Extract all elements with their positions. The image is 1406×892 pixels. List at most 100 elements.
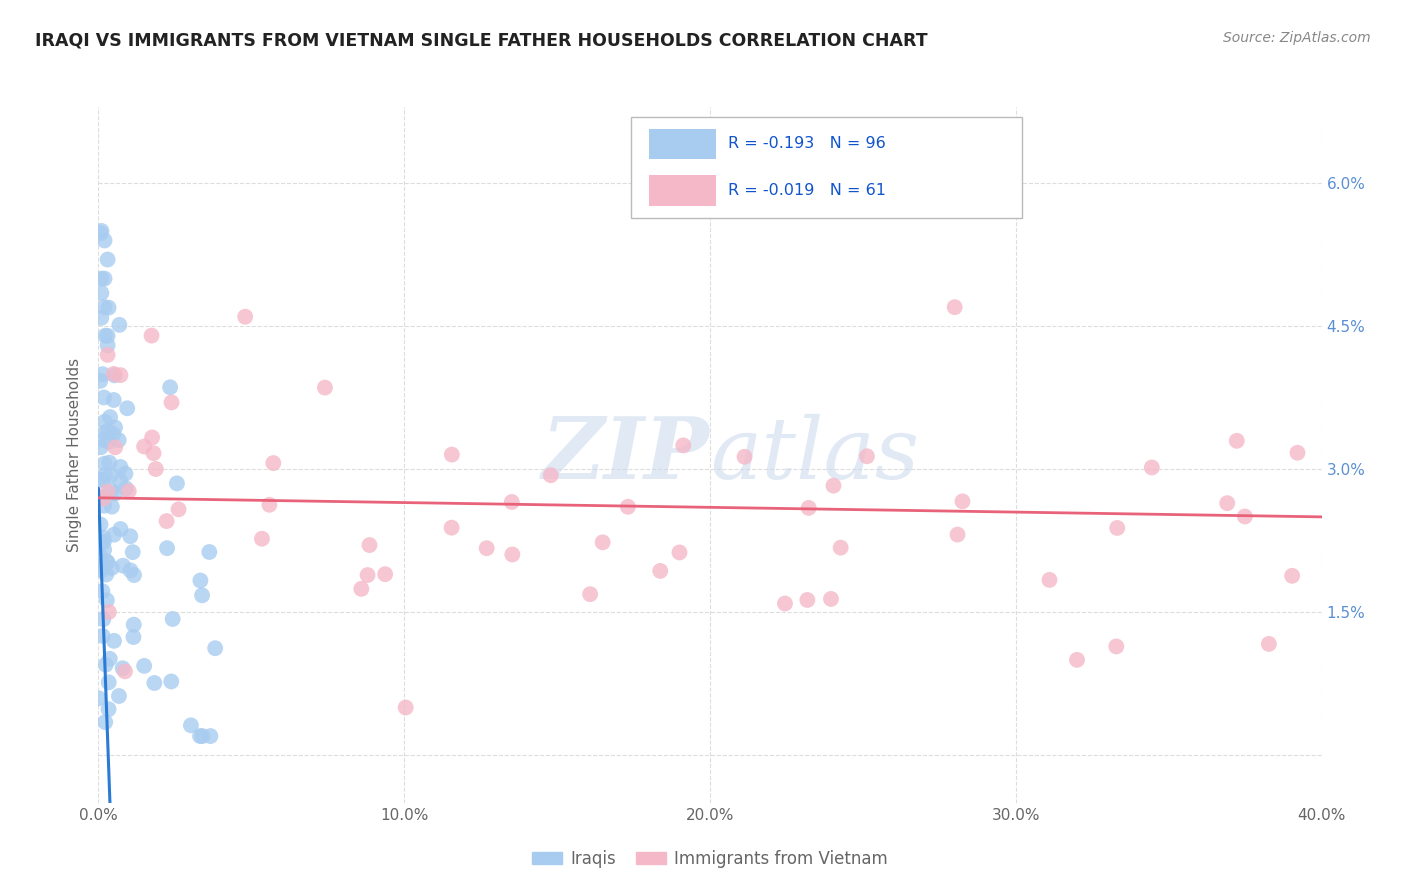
Point	[97, 252, 120, 267]
Point	[672, 438, 695, 452]
Point	[91, 433, 114, 447]
Point	[1233, 509, 1256, 524]
Point	[96, 554, 118, 568]
Point	[96, 593, 118, 607]
Point	[190, 574, 212, 588]
Point	[440, 448, 463, 462]
Point	[617, 500, 640, 514]
Point	[1066, 653, 1088, 667]
Point	[946, 527, 969, 541]
Point	[359, 538, 381, 552]
Point	[93, 457, 115, 471]
Legend: Iraqis, Immigrants from Vietnam: Iraqis, Immigrants from Vietnam	[526, 843, 894, 874]
Point	[90, 563, 112, 577]
Point	[90, 535, 112, 549]
Point	[1140, 460, 1163, 475]
Point	[94, 415, 117, 429]
Point	[132, 440, 155, 454]
Point	[111, 558, 134, 573]
Point	[90, 224, 112, 238]
Point	[103, 392, 125, 407]
Y-axis label: Single Father Households: Single Father Households	[67, 358, 83, 552]
Point	[122, 617, 145, 632]
Point	[114, 467, 136, 481]
Point	[830, 541, 852, 555]
Point	[501, 495, 523, 509]
Point	[103, 427, 125, 442]
Point	[110, 459, 132, 474]
Point	[501, 548, 523, 562]
Point	[797, 500, 820, 515]
Point	[579, 587, 602, 601]
Point	[162, 612, 184, 626]
Point	[93, 300, 115, 314]
Point	[93, 425, 115, 440]
Point	[100, 561, 122, 575]
Point	[90, 226, 112, 240]
Point	[155, 514, 177, 528]
Point	[159, 380, 181, 394]
Point	[103, 367, 125, 381]
Point	[97, 301, 120, 315]
Point	[110, 522, 132, 536]
Point	[796, 593, 818, 607]
Point	[94, 657, 117, 672]
Point	[259, 498, 281, 512]
Point	[166, 476, 188, 491]
Point	[115, 401, 138, 416]
Point	[108, 474, 131, 488]
Point	[650, 564, 672, 578]
Point	[374, 567, 396, 582]
Point	[108, 689, 131, 703]
Point	[91, 490, 114, 504]
Point	[91, 584, 114, 599]
Point	[1107, 521, 1129, 535]
Point	[156, 541, 179, 556]
Point	[1216, 496, 1239, 510]
Point	[180, 718, 202, 732]
Point	[93, 391, 115, 405]
Text: ZIP: ZIP	[543, 413, 710, 497]
Point	[350, 582, 373, 596]
Point	[107, 433, 129, 447]
Point	[103, 633, 125, 648]
Point	[250, 532, 273, 546]
Point	[89, 549, 111, 563]
Point	[141, 430, 163, 444]
Point	[97, 675, 120, 690]
Point	[94, 328, 117, 343]
Point	[122, 630, 145, 644]
Point	[97, 424, 120, 438]
Point	[91, 367, 114, 381]
Point	[91, 491, 114, 506]
FancyBboxPatch shape	[630, 118, 1022, 219]
Text: Source: ZipAtlas.com: Source: ZipAtlas.com	[1223, 31, 1371, 45]
Point	[89, 517, 111, 532]
Point	[475, 541, 498, 556]
Text: R = -0.193   N = 96: R = -0.193 N = 96	[728, 136, 886, 152]
Point	[118, 484, 141, 499]
Point	[160, 674, 183, 689]
Point	[97, 338, 120, 352]
Point	[820, 591, 842, 606]
Point	[108, 318, 131, 332]
Point	[97, 434, 120, 449]
Point	[103, 527, 125, 541]
Point	[87, 535, 110, 549]
Point	[97, 555, 120, 569]
Point	[96, 567, 118, 582]
Point	[142, 446, 165, 460]
Point	[104, 420, 127, 434]
Point	[160, 395, 183, 409]
Point	[90, 271, 112, 285]
Point	[97, 328, 120, 343]
Point	[97, 605, 120, 619]
Point	[134, 659, 156, 673]
Point	[93, 534, 115, 549]
Point	[97, 348, 120, 362]
Point	[191, 588, 214, 602]
Point	[90, 440, 112, 454]
Point	[103, 368, 125, 383]
Point	[101, 500, 124, 514]
Point	[191, 729, 214, 743]
